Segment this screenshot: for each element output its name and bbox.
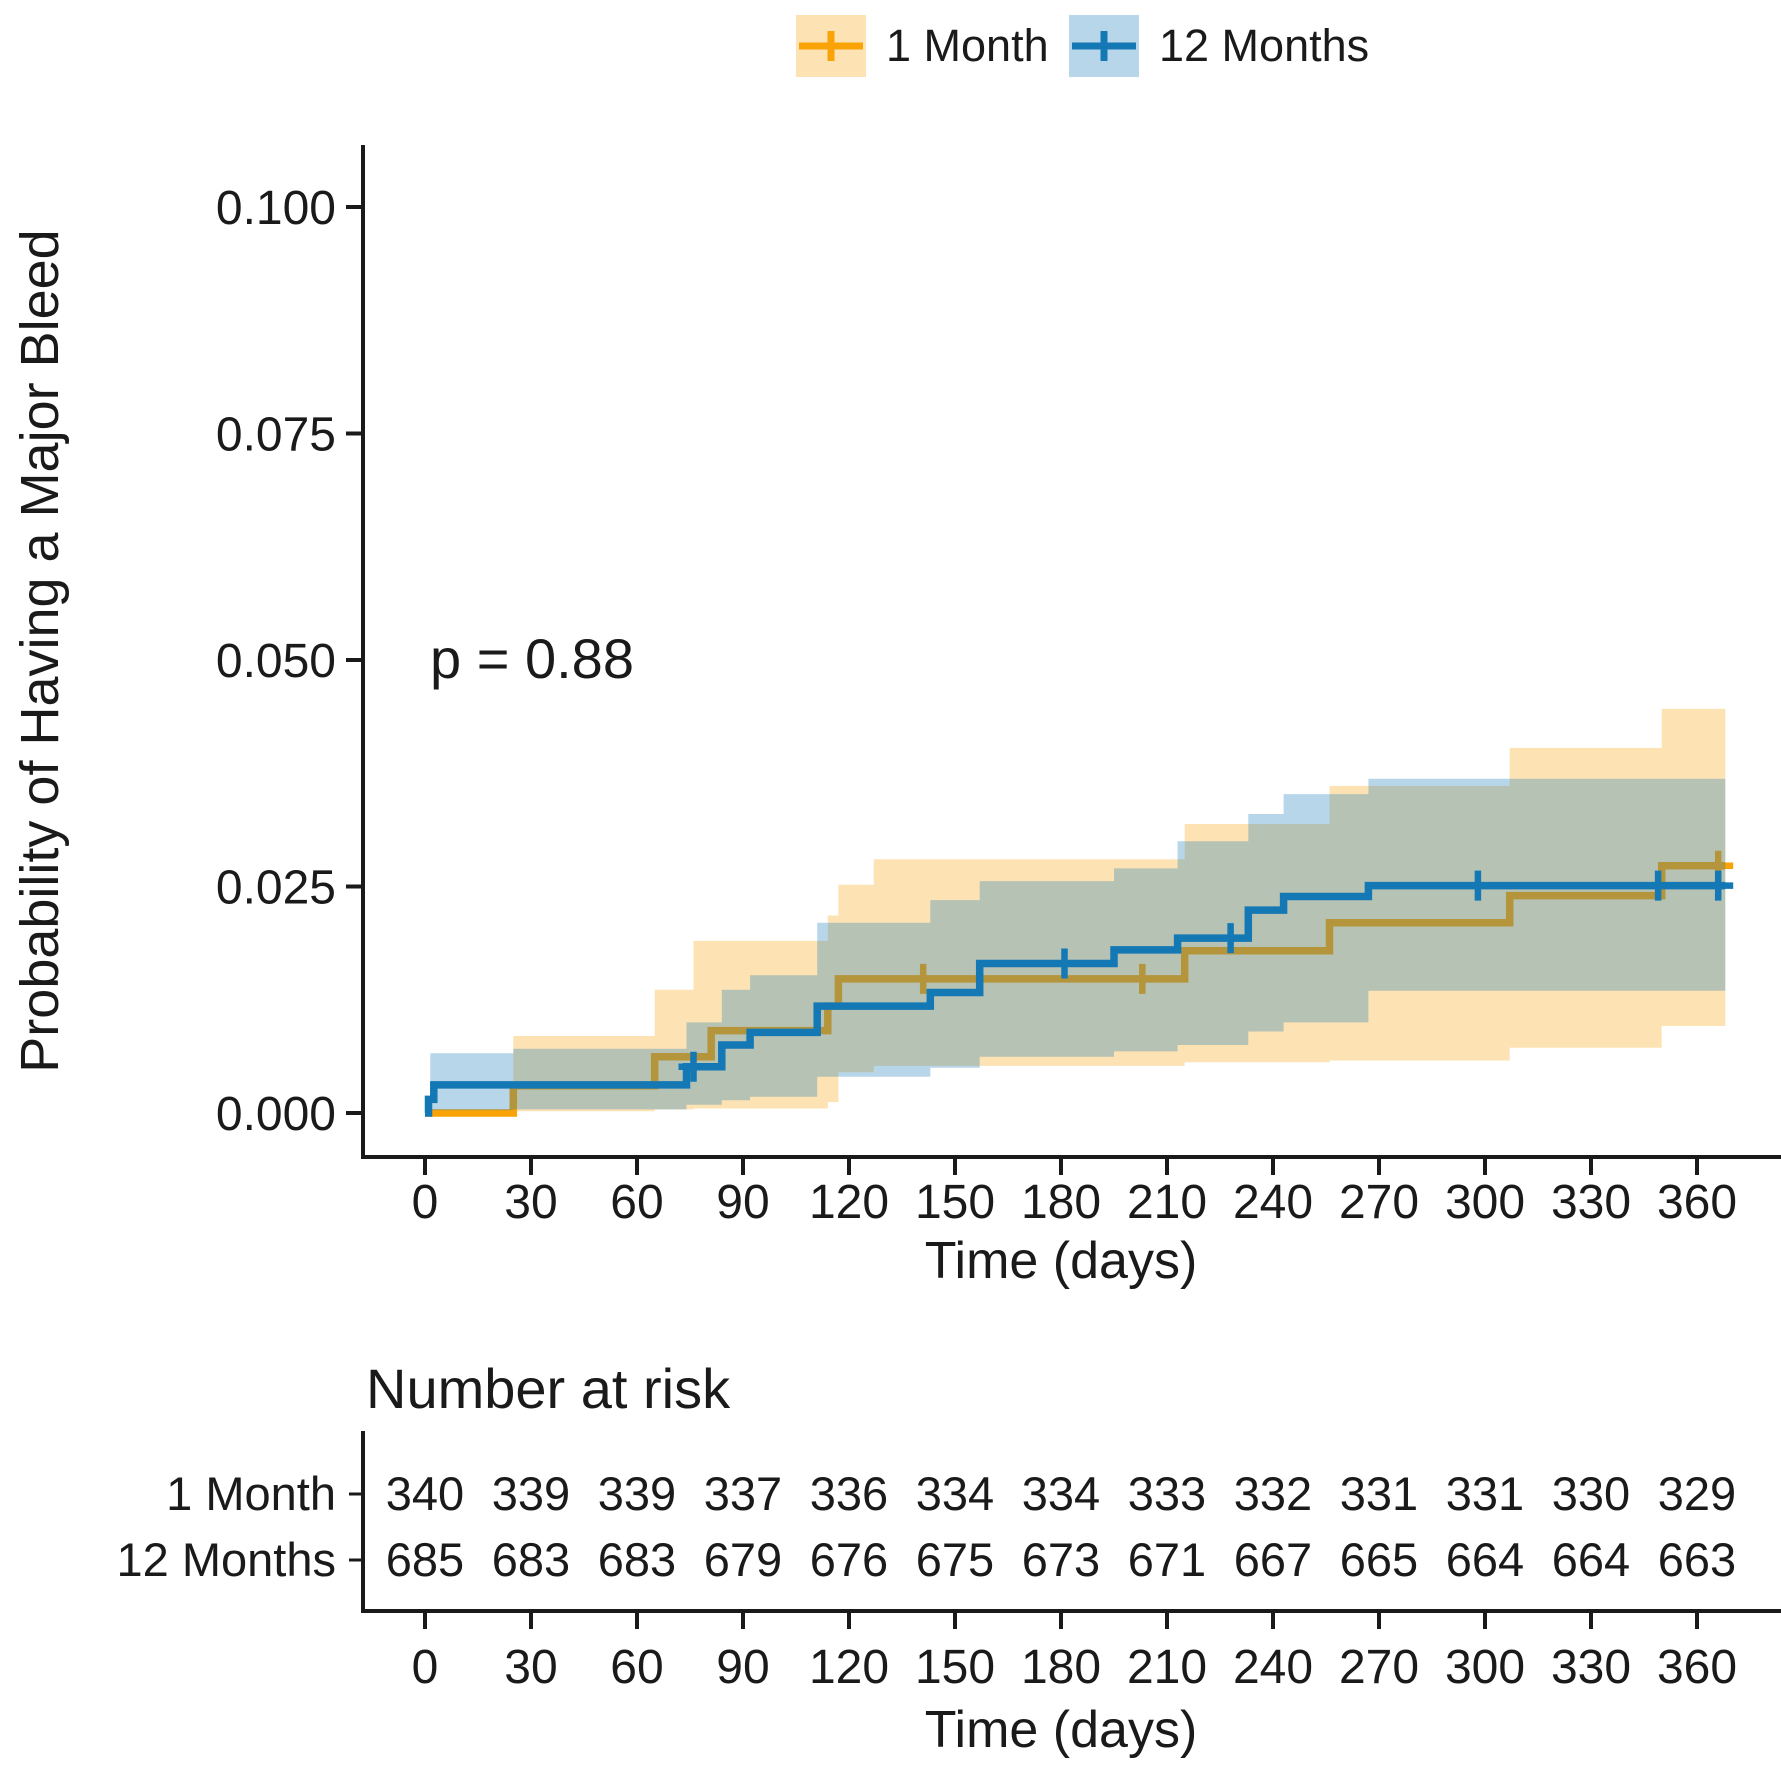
risk-count: 333 [1128,1467,1206,1520]
censor-plus-icon [1643,870,1674,901]
x-tick-label: 360 [1657,1176,1737,1229]
risk-x-tick-label: 180 [1021,1641,1101,1694]
x-tick-label: 330 [1551,1176,1631,1229]
risk-x-tick-label: 0 [412,1641,439,1694]
risk-row-label-12-months: 12 Months [117,1533,336,1586]
risk-count: 683 [598,1533,676,1586]
y-axis-title: Probability of Having a Major Bleed [10,229,70,1072]
risk-count: 683 [492,1533,570,1586]
risk-count: 334 [916,1467,994,1520]
risk-count: 334 [1022,1467,1100,1520]
km-curve-12-months [424,881,1726,1117]
risk-table-title: Number at risk [366,1357,731,1420]
risk-count: 676 [810,1533,888,1586]
risk-x-tick-label: 60 [610,1641,663,1694]
y-tick-label: 0.075 [216,409,336,462]
risk-count: 329 [1658,1467,1736,1520]
risk-count: 671 [1128,1533,1206,1586]
risk-row-label-1-month: 1 Month [166,1467,336,1520]
axes: 0.000 0.025 0.050 0.075 0.100 0 30 60 90 120 150 18… [216,182,1737,1229]
risk-x-tick-label: 30 [504,1641,557,1694]
y-tick-label: 0.000 [216,1088,336,1141]
risk-count: 664 [1446,1533,1524,1586]
km-curve-1-month [425,861,1726,1117]
risk-x-tick-label: 210 [1127,1641,1207,1694]
x-tick-label: 150 [915,1176,995,1229]
x-tick-label: 0 [412,1176,439,1229]
risk-x-tick-label: 240 [1233,1641,1313,1694]
x-tick-label: 300 [1445,1176,1525,1229]
p-value-annotation: p = 0.88 [430,627,634,690]
risk-x-axis-title: Time (days) [925,1701,1198,1759]
risk-count: 665 [1340,1533,1418,1586]
censor-plus-icon [1215,923,1246,954]
risk-x-tick-label: 360 [1657,1641,1737,1694]
x-tick-label: 90 [716,1176,769,1229]
x-tick-label: 120 [809,1176,889,1229]
risk-x-tick-label: 300 [1445,1641,1525,1694]
risk-count: 331 [1340,1467,1418,1520]
x-axis-title: Time (days) [925,1232,1198,1290]
risk-count: 679 [704,1533,782,1586]
censor-plus-icon [1049,948,1080,979]
risk-count: 336 [810,1467,888,1520]
censor-plus-icon [1462,870,1493,901]
x-tick-label: 180 [1021,1176,1101,1229]
x-tick-label: 60 [610,1176,663,1229]
risk-count: 337 [704,1467,782,1520]
risk-table-values: 340 339 339 337 336 334 334 333 332 331 331 330 329 6… [349,1467,1737,1694]
risk-count: 339 [492,1467,570,1520]
x-tick-label: 240 [1233,1176,1313,1229]
censor-plus-icon [1127,963,1158,994]
legend-label-12-months: 12 Months [1159,20,1369,71]
censor-plus-icon [1072,31,1136,61]
risk-count: 685 [386,1533,464,1586]
risk-x-tick-label: 330 [1551,1641,1631,1694]
risk-count: 675 [916,1533,994,1586]
risk-x-tick-label: 150 [915,1641,995,1694]
x-tick-label: 270 [1339,1176,1419,1229]
risk-count: 332 [1234,1467,1312,1520]
risk-count: 667 [1234,1533,1312,1586]
risk-count: 663 [1658,1533,1736,1586]
legend-label-1-month: 1 Month [886,20,1049,71]
censor-plus-icon [908,963,939,994]
risk-x-tick-label: 120 [809,1641,889,1694]
censor-plus-icon [1703,870,1734,901]
risk-count: 340 [386,1467,464,1520]
y-tick-label: 0.025 [216,862,336,915]
risk-count: 664 [1552,1533,1630,1586]
x-tick-label: 30 [504,1176,557,1229]
censor-plus-icon [678,1051,709,1082]
confidence-ribbon-12-months [430,778,1726,1111]
risk-count: 330 [1552,1467,1630,1520]
risk-count: 673 [1022,1533,1100,1586]
censor-plus-icon [799,31,863,61]
x-tick-label: 210 [1127,1176,1207,1229]
risk-count: 339 [598,1467,676,1520]
legend [796,15,1139,77]
km-curves [424,708,1734,1117]
y-tick-label: 0.100 [216,182,336,235]
y-tick-label: 0.050 [216,635,336,688]
risk-x-tick-label: 270 [1339,1641,1419,1694]
risk-x-tick-label: 90 [716,1641,769,1694]
risk-count: 331 [1446,1467,1524,1520]
